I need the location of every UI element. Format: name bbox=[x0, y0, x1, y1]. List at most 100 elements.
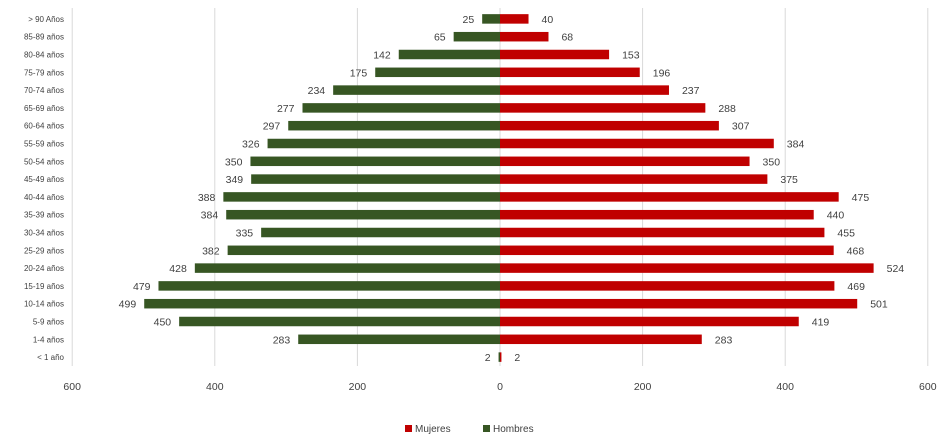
bar-mujeres-15 bbox=[500, 281, 835, 291]
bar-mujeres-7 bbox=[500, 138, 774, 149]
category-label-13: 25-29 años bbox=[24, 246, 64, 255]
category-label-7: 55-59 años bbox=[24, 140, 64, 149]
data-label-mujeres-12: 455 bbox=[837, 228, 855, 240]
x-tick-label-5: 400 bbox=[776, 381, 794, 393]
category-label-9: 45-49 años bbox=[24, 175, 64, 184]
bar-hombres-17 bbox=[179, 316, 500, 327]
data-label-mujeres-18: 283 bbox=[715, 334, 733, 346]
data-label-hombres-0: 25 bbox=[462, 14, 474, 26]
x-axis-tick-labels: 600 400 200 0 200 400 600 bbox=[63, 381, 936, 393]
bar-mujeres-10 bbox=[500, 192, 839, 202]
bar-mujeres-6 bbox=[500, 120, 719, 131]
category-label-8: 50-54 años bbox=[24, 157, 64, 166]
data-label-hombres-5: 277 bbox=[277, 103, 295, 115]
bar-hombres-7 bbox=[267, 138, 500, 149]
data-label-hombres-8: 350 bbox=[225, 156, 243, 168]
data-labels: 25 40 65 68 142 153 175 196 234 237 277 288 297 307 32… bbox=[119, 14, 905, 364]
data-label-hombres-1: 65 bbox=[434, 32, 446, 44]
category-label-14: 20-24 años bbox=[24, 264, 64, 273]
category-label-0: > 90 Años bbox=[28, 15, 64, 24]
data-label-mujeres-14: 524 bbox=[887, 263, 905, 275]
data-label-mujeres-19: 2 bbox=[514, 352, 520, 364]
bar-hombres-6 bbox=[288, 120, 500, 131]
bar-hombres-8 bbox=[250, 156, 500, 167]
x-tick-label-3: 0 bbox=[497, 381, 503, 393]
bars bbox=[144, 14, 874, 362]
bar-hombres-3 bbox=[375, 67, 500, 78]
data-label-mujeres-4: 237 bbox=[682, 85, 700, 97]
category-label-11: 35-39 años bbox=[24, 211, 64, 220]
category-labels: > 90 Años 85-89 años 80-84 años 75-79 años 7… bbox=[24, 15, 65, 362]
bar-mujeres-5 bbox=[500, 103, 706, 113]
data-label-mujeres-8: 350 bbox=[763, 156, 781, 168]
data-label-hombres-7: 326 bbox=[242, 139, 260, 151]
bar-hombres-13 bbox=[227, 245, 500, 256]
data-label-hombres-9: 349 bbox=[226, 174, 244, 186]
category-label-3: 75-79 años bbox=[24, 68, 64, 77]
x-tick-label-2: 200 bbox=[349, 381, 367, 393]
category-label-4: 70-74 años bbox=[24, 86, 64, 95]
data-label-hombres-12: 335 bbox=[236, 228, 254, 240]
bar-hombres-18 bbox=[298, 334, 500, 345]
category-label-19: < 1 año bbox=[37, 353, 64, 362]
bar-mujeres-18 bbox=[500, 334, 702, 345]
bar-mujeres-0 bbox=[500, 14, 529, 24]
bar-mujeres-13 bbox=[500, 245, 834, 256]
data-label-mujeres-16: 501 bbox=[870, 299, 888, 311]
data-label-mujeres-5: 288 bbox=[718, 103, 736, 115]
bar-mujeres-9 bbox=[500, 174, 768, 184]
data-label-hombres-16: 499 bbox=[119, 299, 137, 311]
data-label-mujeres-1: 68 bbox=[561, 32, 573, 44]
data-label-hombres-17: 450 bbox=[154, 317, 172, 329]
bar-hombres-5 bbox=[302, 103, 500, 113]
bar-mujeres-14 bbox=[500, 263, 874, 273]
bar-hombres-9 bbox=[251, 174, 500, 184]
bar-hombres-1 bbox=[453, 31, 500, 42]
category-label-16: 10-14 años bbox=[24, 300, 64, 309]
category-label-12: 30-34 años bbox=[24, 229, 64, 238]
category-label-5: 65-69 años bbox=[24, 104, 64, 113]
legend-label-mujeres: Mujeres bbox=[415, 424, 451, 435]
bar-mujeres-1 bbox=[500, 31, 549, 42]
bar-mujeres-2 bbox=[500, 49, 610, 60]
data-label-mujeres-13: 468 bbox=[847, 245, 865, 257]
data-label-hombres-3: 175 bbox=[350, 67, 368, 79]
data-label-mujeres-0: 40 bbox=[542, 14, 554, 26]
bar-hombres-12 bbox=[261, 227, 500, 238]
data-label-mujeres-6: 307 bbox=[732, 121, 750, 133]
bar-hombres-2 bbox=[398, 49, 500, 60]
bar-mujeres-19 bbox=[500, 352, 502, 362]
bar-mujeres-8 bbox=[500, 156, 750, 167]
data-label-mujeres-10: 475 bbox=[852, 192, 870, 204]
data-label-hombres-19: 2 bbox=[485, 352, 491, 364]
bar-hombres-4 bbox=[333, 85, 500, 95]
data-label-hombres-13: 382 bbox=[202, 245, 220, 257]
bar-hombres-10 bbox=[223, 192, 500, 202]
category-label-2: 80-84 años bbox=[24, 51, 64, 60]
category-label-1: 85-89 años bbox=[24, 33, 64, 42]
data-label-mujeres-11: 440 bbox=[827, 210, 845, 222]
bar-hombres-19 bbox=[498, 352, 500, 362]
data-label-hombres-4: 234 bbox=[308, 85, 326, 97]
bar-hombres-14 bbox=[194, 263, 500, 273]
bar-hombres-15 bbox=[158, 281, 500, 291]
data-label-hombres-2: 142 bbox=[373, 50, 391, 62]
bar-mujeres-17 bbox=[500, 316, 799, 327]
data-label-hombres-14: 428 bbox=[169, 263, 187, 275]
legend: Mujeres Hombres bbox=[405, 424, 534, 435]
x-tick-label-0: 600 bbox=[63, 381, 81, 393]
category-label-17: 5-9 años bbox=[33, 318, 64, 327]
bar-mujeres-3 bbox=[500, 67, 640, 78]
x-tick-label-1: 400 bbox=[206, 381, 224, 393]
data-label-mujeres-2: 153 bbox=[622, 50, 640, 62]
grid-lines bbox=[71, 8, 929, 366]
data-label-mujeres-15: 469 bbox=[847, 281, 865, 293]
data-label-hombres-11: 384 bbox=[201, 210, 219, 222]
data-label-hombres-18: 283 bbox=[273, 334, 291, 346]
x-tick-label-4: 200 bbox=[634, 381, 652, 393]
category-label-15: 15-19 años bbox=[24, 282, 64, 291]
data-label-hombres-15: 479 bbox=[133, 281, 151, 293]
data-label-hombres-10: 388 bbox=[198, 192, 216, 204]
category-label-18: 1-4 años bbox=[33, 335, 64, 344]
